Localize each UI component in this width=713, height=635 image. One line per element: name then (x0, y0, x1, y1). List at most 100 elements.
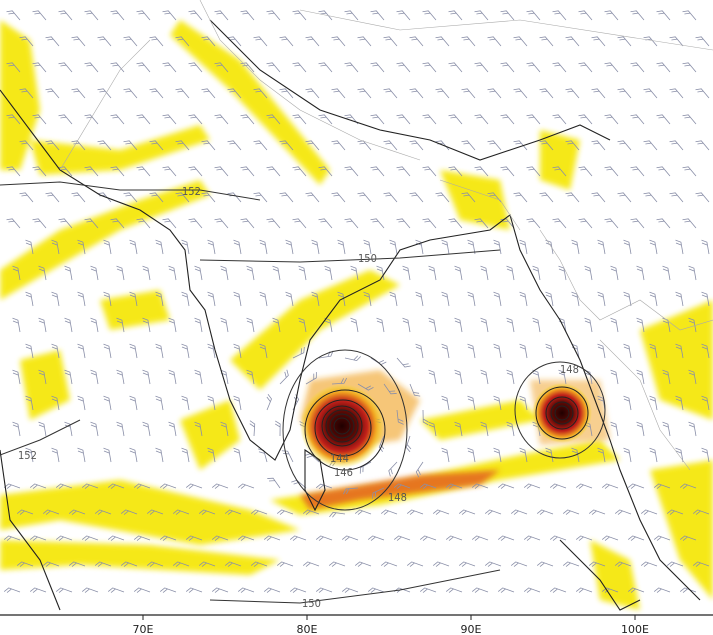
wind-barb (419, 483, 437, 489)
wind-barb (188, 218, 203, 229)
wind-barb (233, 291, 242, 307)
wind-barb (636, 421, 645, 437)
wind-barb (597, 447, 606, 463)
wind-barb (458, 509, 476, 515)
wind-barb (188, 10, 203, 21)
wind-barb (396, 10, 411, 21)
wind-barb (298, 265, 307, 281)
wind-barb (588, 561, 606, 567)
wind-barb (545, 343, 554, 359)
wind-barb (97, 88, 112, 99)
wind-barb (331, 192, 346, 203)
wind-barb (350, 265, 359, 281)
wind-barb (276, 561, 294, 567)
wind-barb (155, 239, 164, 255)
wind-barb (155, 395, 164, 411)
wind-barb (120, 509, 138, 515)
wind-barb (513, 36, 528, 47)
wind-barb (77, 239, 86, 255)
wind-barb (669, 192, 684, 203)
wind-barb (675, 291, 684, 307)
wind-barb (448, 218, 463, 229)
wind-barb (129, 291, 138, 307)
wind-barb (285, 291, 294, 307)
wind-barb (467, 239, 476, 255)
wind-barb (142, 369, 151, 385)
wind-barb (64, 265, 73, 281)
wind-barb (487, 140, 502, 151)
wind-barb (253, 88, 268, 99)
wind-barb (38, 369, 47, 385)
wind-barb (341, 587, 359, 593)
wind-barb (545, 447, 554, 463)
wind-barb (604, 114, 619, 125)
wind-barb (292, 10, 307, 21)
wind-barb (305, 192, 320, 203)
wind-barb (328, 561, 346, 567)
cyclone-west (300, 384, 386, 471)
wind-barb (701, 395, 710, 411)
wind-barb (571, 447, 580, 463)
wind-barb (610, 421, 619, 437)
tick-label: 100E (621, 623, 649, 635)
wind-barb (266, 62, 281, 73)
contour-labels: 152 150 148 144 146 148 152 150 (18, 185, 579, 610)
wind-barb (500, 114, 515, 125)
wind-barb (129, 447, 138, 463)
wind-barb (406, 509, 424, 515)
wind-barb (29, 587, 47, 593)
wind-barb (246, 369, 255, 385)
wind-barb (181, 395, 190, 411)
wind-barb (467, 395, 476, 411)
wind-barb (617, 36, 632, 47)
wind-barb (435, 88, 450, 99)
wind-barb (378, 435, 385, 452)
wind-barb (409, 140, 424, 151)
tick-label: 70E (133, 623, 154, 635)
wind-barb (233, 447, 242, 463)
wind-barb (266, 114, 281, 125)
wind-barb (357, 88, 372, 99)
wind-barb (285, 239, 294, 255)
wind-barb (409, 88, 424, 99)
wind-barb (445, 483, 463, 489)
wind-barb (274, 420, 281, 437)
wind-barb (402, 265, 411, 281)
wind-barb (695, 140, 710, 151)
wind-barb (428, 421, 437, 437)
wind-barb (396, 166, 411, 177)
wind-barb (591, 36, 606, 47)
wind-barb (272, 265, 281, 281)
wind-barb (25, 291, 34, 307)
wind-barb (523, 587, 541, 593)
wind-barb (344, 166, 359, 177)
wind-barb (162, 166, 177, 177)
wind-barb (539, 192, 554, 203)
wind-barb (207, 447, 216, 463)
wind-barb (201, 192, 216, 203)
wind-barb (220, 317, 229, 333)
wind-barb (701, 291, 710, 307)
wind-barb (370, 62, 385, 73)
wind-barb (513, 192, 528, 203)
wind-barb (480, 369, 489, 385)
wind-barb (6, 10, 21, 21)
wind-barb (393, 483, 411, 489)
wind-barb (604, 10, 619, 21)
wind-barb (510, 561, 528, 567)
wind-barb (107, 535, 125, 541)
wind-barb (289, 535, 307, 541)
wind-barb (588, 509, 606, 515)
wind-barb (51, 395, 60, 411)
wind-barb (194, 265, 203, 281)
wind-barb (266, 166, 281, 177)
wind-barb (575, 483, 593, 489)
wind-barb (383, 36, 398, 47)
wind-barb (302, 509, 320, 515)
wind-barb (649, 239, 658, 255)
wind-barb (19, 192, 34, 203)
wind-barb (149, 140, 164, 151)
wind-barb (666, 561, 684, 567)
wind-barb (272, 317, 281, 333)
wind-barb (149, 36, 164, 47)
